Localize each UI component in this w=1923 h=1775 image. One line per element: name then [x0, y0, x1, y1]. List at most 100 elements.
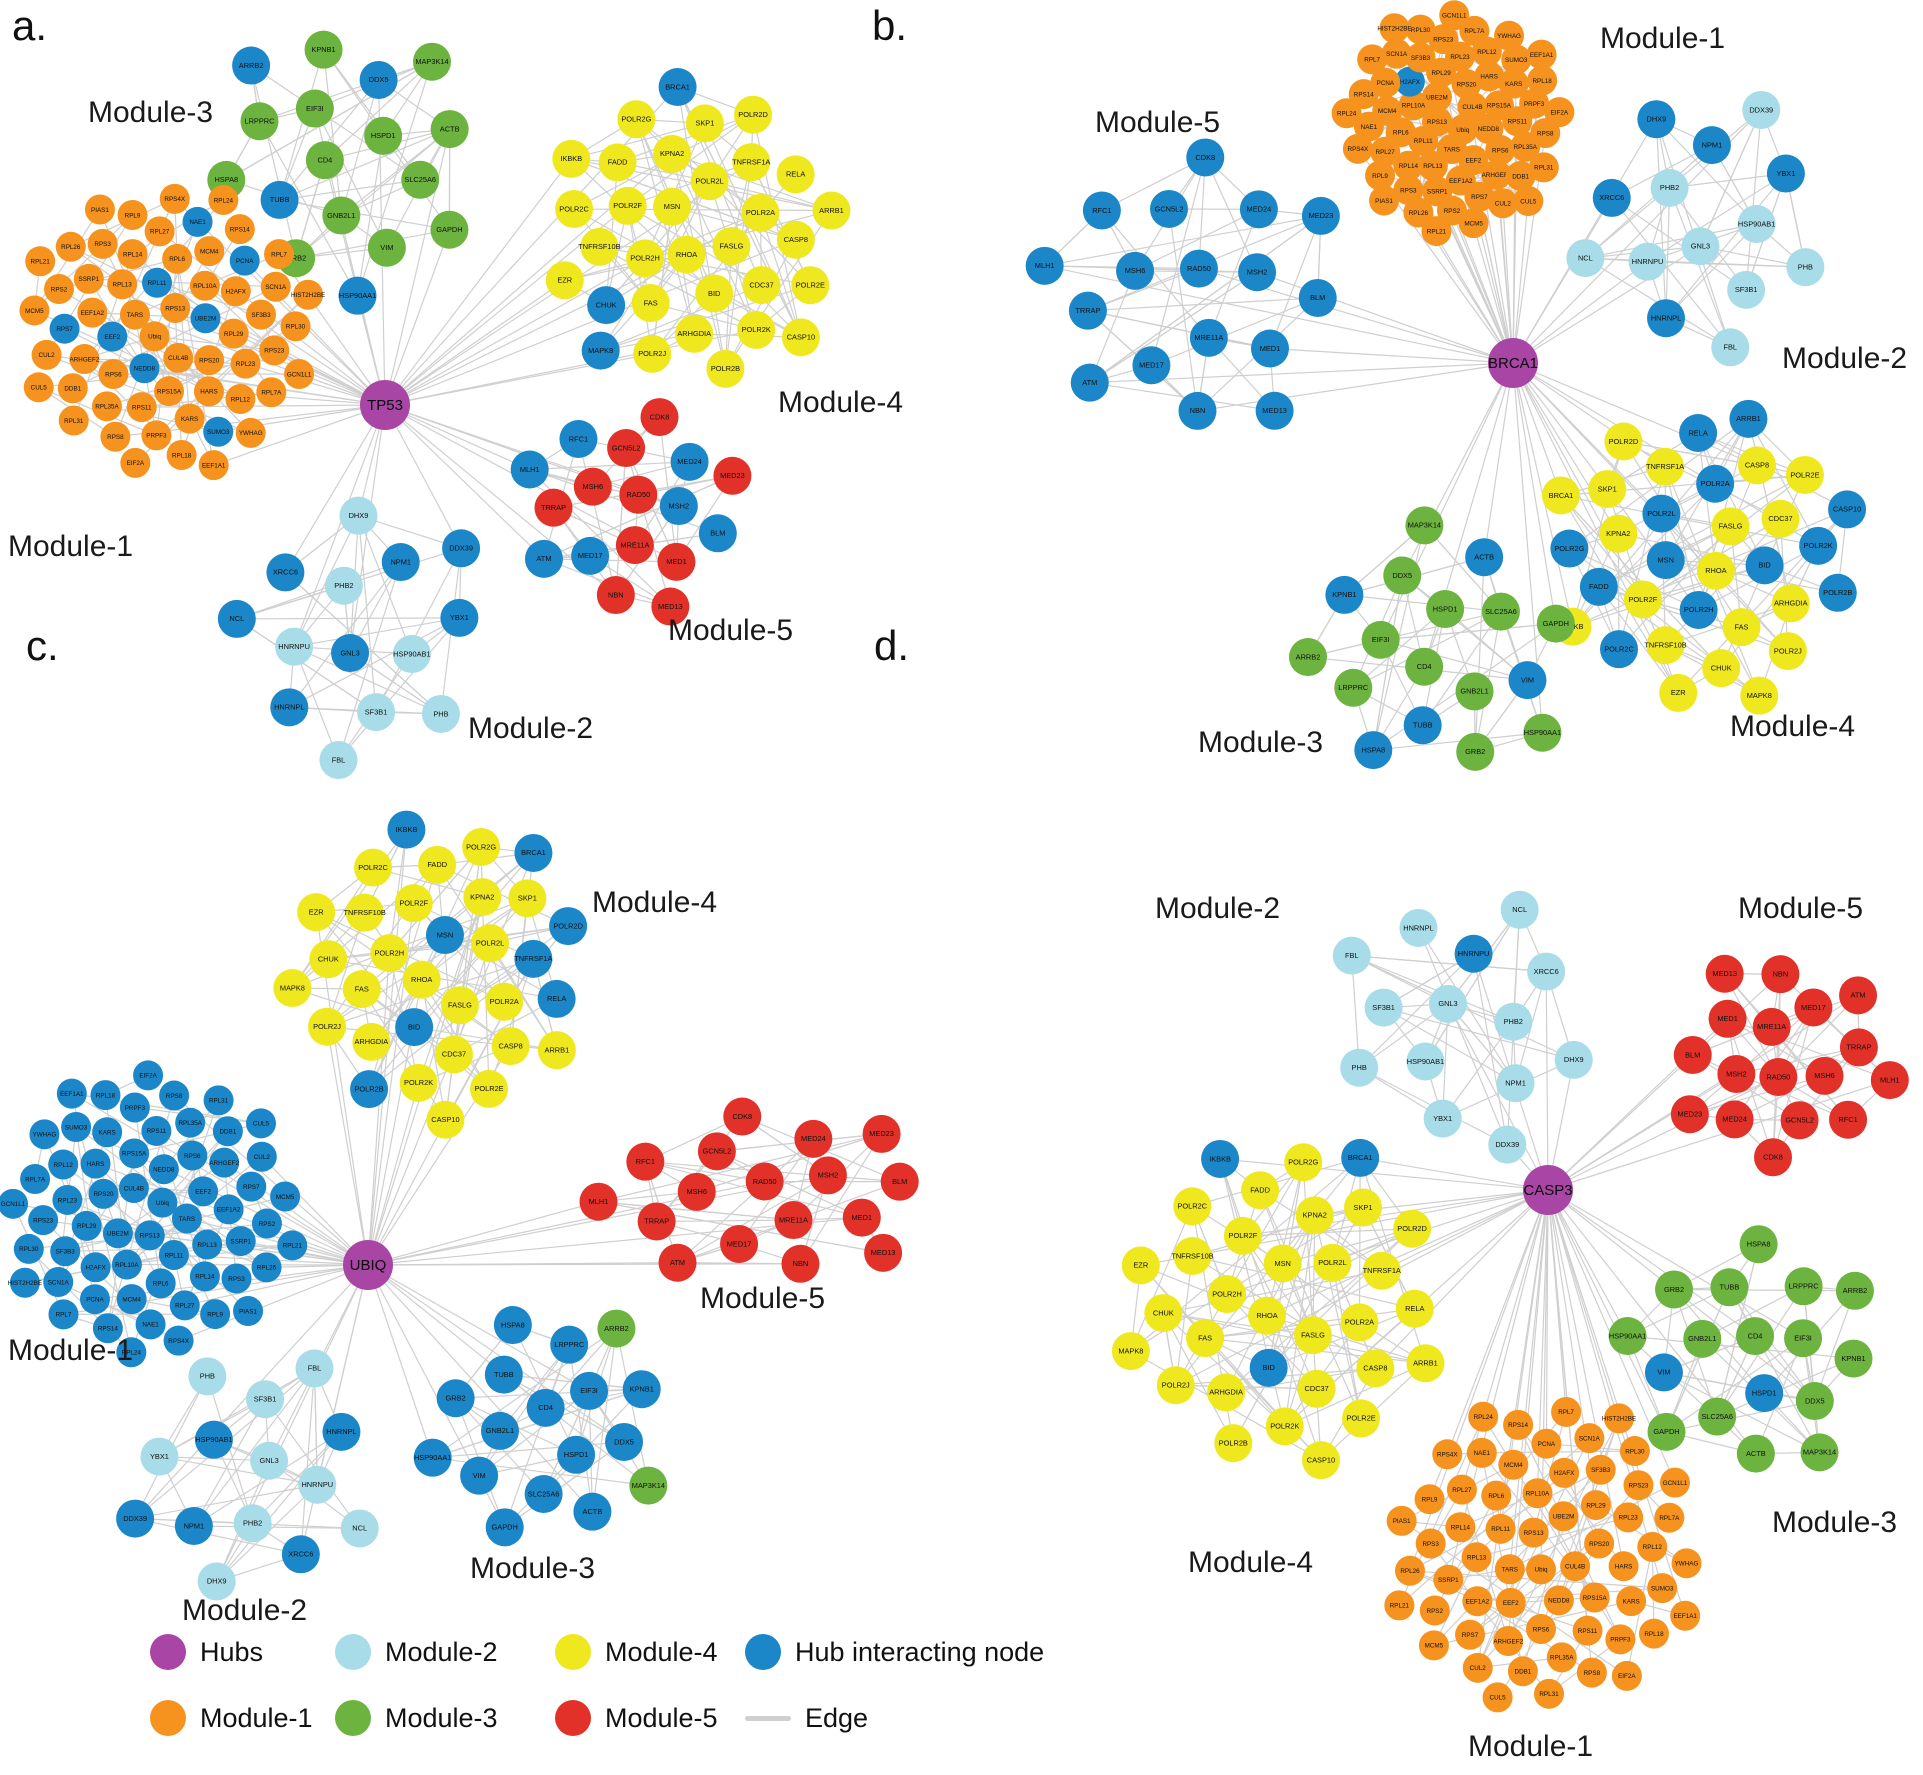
node-label: KPNB1: [1332, 590, 1356, 599]
network-node-FADD: FADD: [598, 143, 637, 182]
hub-interacting-node-circle: [1189, 318, 1228, 357]
hub-edge: [1547, 1189, 1804, 1339]
hub-interacting-node-circle: [440, 598, 479, 637]
network-node-RPS23: RPS23: [1623, 1470, 1654, 1501]
network-node-POLR2F: POLR2F: [394, 884, 433, 923]
edge: [1584, 144, 1713, 259]
hub-edge: [186, 1217, 369, 1266]
node-label: POLR2L: [476, 938, 504, 947]
node-label: NBN: [608, 590, 624, 599]
module-node-circle: [658, 1243, 697, 1282]
edge: [300, 1368, 316, 1555]
module-node-circle: [1428, 24, 1459, 55]
node-label: RPL12: [54, 1162, 74, 1169]
network-node-DHX9: DHX9: [1637, 100, 1676, 139]
hub-interacting-node-circle: [251, 1252, 282, 1283]
node-label: EIF2A: [127, 460, 145, 467]
network-node-POLR2C: POLR2C: [555, 190, 594, 229]
node-label: CASP8: [1363, 1364, 1387, 1373]
network-node-GNB2L1: GNB2L1: [1455, 672, 1494, 711]
module-node-circle: [1405, 14, 1436, 45]
node-label: SF3B1: [254, 1394, 277, 1403]
module-node-circle: [1265, 1407, 1304, 1446]
hub-interacting-node-circle: [1186, 138, 1225, 177]
node-label: POLR2C: [1177, 1202, 1207, 1211]
module-node-circle: [1519, 88, 1550, 119]
module-node-circle: [1405, 42, 1436, 73]
edge: [324, 61, 433, 161]
network-node-CDK8: CDK8: [1186, 138, 1225, 177]
module-node-circle: [235, 417, 266, 448]
network-node-HNRNPU: HNRNPU: [275, 627, 314, 666]
edge: [577, 438, 617, 596]
network-node-TNFRSF1A: TNFRSF1A: [1363, 1251, 1401, 1290]
network-node-BRCA1: BRCA1: [514, 833, 553, 872]
node-label: ARRB2: [1843, 1286, 1868, 1295]
module-node-circle: [1572, 1615, 1603, 1646]
network-node-RPL7: RPL7: [264, 239, 295, 270]
module-node-circle: [1536, 604, 1575, 643]
node-label: CASP10: [431, 1115, 459, 1124]
module-node-circle: [166, 439, 197, 470]
node-label: FADD: [608, 158, 628, 167]
node-label: RHOA: [411, 975, 432, 984]
node-label: CDC37: [1305, 1384, 1329, 1393]
node-label: CDC37: [1768, 514, 1792, 523]
node-label: RPS14: [1354, 91, 1374, 98]
edge: [676, 86, 727, 369]
network-node-RPL12: RPL12: [1637, 1531, 1668, 1562]
module-node-circle: [69, 343, 100, 374]
network-node-POLR2F: POLR2F: [1623, 580, 1662, 619]
hub-interacting-node-circle: [587, 286, 626, 325]
network-node-MCM4: MCM4: [1498, 1449, 1529, 1480]
module-node-circle: [1761, 499, 1800, 538]
hub-interacting-node-circle: [1696, 464, 1735, 503]
network-node-RPL27: RPL27: [144, 216, 175, 247]
module-node-circle: [139, 321, 170, 352]
hub-interacting-node-circle: [1149, 189, 1188, 228]
network-node-RPS13: RPS13: [134, 1220, 165, 1251]
network-node-GAPDH: GAPDH: [1647, 1412, 1686, 1451]
network-node-HSP90AA1: HSP90AA1: [338, 276, 377, 315]
node-label: EIF3I: [1372, 635, 1390, 644]
network-node-GNL3: GNL3: [1681, 227, 1720, 266]
node-label: YBX1: [450, 613, 469, 622]
module-node-circle: [463, 878, 502, 917]
module-node-circle: [1566, 239, 1605, 278]
node-label: MSH6: [686, 1187, 707, 1196]
node-label: Ubiq: [1535, 1567, 1548, 1574]
network-node-SSRP1: SSRP1: [225, 1226, 256, 1257]
node-label: RPS3: [228, 1276, 245, 1283]
hub-interacting-node-circle: [90, 1080, 121, 1111]
edge: [279, 128, 450, 201]
hub-edge: [1381, 1189, 1549, 1272]
module-node-circle: [273, 969, 312, 1008]
network-node-KARS: KARS: [1498, 68, 1529, 99]
network-node-POLR2C: POLR2C: [354, 848, 393, 887]
node-label: CHUK: [318, 955, 339, 964]
module-node-circle: [720, 1224, 759, 1263]
module-node-circle: [1451, 68, 1482, 99]
edge: [291, 867, 374, 989]
node-label: MLH1: [1035, 261, 1055, 270]
network-node-MED13: MED13: [864, 1233, 903, 1272]
network-node-RPL21: RPL21: [1421, 216, 1452, 247]
module-node-circle: [342, 970, 381, 1009]
hub-interacting-node-circle: [331, 634, 370, 673]
node-label: EZR: [557, 275, 572, 284]
edge: [356, 135, 384, 296]
node-label: RPS4X: [168, 1338, 189, 1345]
node-label: MSN: [1658, 555, 1674, 564]
module-node-circle: [1619, 1436, 1650, 1467]
hub-edge: [1242, 1189, 1549, 1237]
edge: [1423, 525, 1502, 612]
module-node-circle: [73, 263, 104, 294]
node-label: HSP90AB1: [195, 1435, 232, 1444]
network-node-FASLG: FASLG: [712, 227, 751, 266]
network-node-POLR2F: POLR2F: [608, 186, 647, 225]
edge: [1433, 1557, 1478, 1646]
network-node-KPNB1: KPNB1: [304, 30, 343, 69]
hub-interacting-node-circle: [570, 1371, 609, 1410]
edge: [1044, 215, 1322, 267]
network-node-KPNB1: KPNB1: [622, 1370, 661, 1409]
